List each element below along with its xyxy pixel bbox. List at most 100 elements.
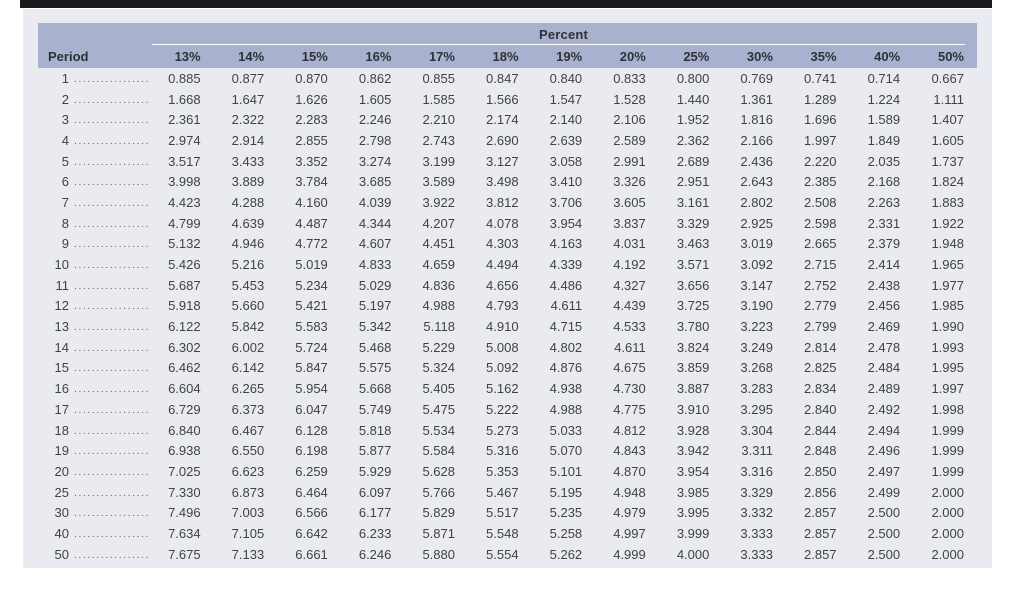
value-cell: 2.825 bbox=[804, 360, 837, 376]
value-cell: 1.999 bbox=[931, 463, 964, 479]
value-cell: 4.793 bbox=[486, 298, 519, 314]
leader-dots: ................. bbox=[74, 197, 151, 209]
value-cell: 5.421 bbox=[295, 298, 328, 314]
leader-dots: ................. bbox=[74, 156, 151, 168]
rate-header-row: Period 13% 14% 15% 16% 17% 18% 19% 20% 25% 30% 35%… bbox=[38, 45, 977, 68]
value-cell: 6.302 bbox=[168, 339, 201, 355]
value-cell: 3.268 bbox=[740, 360, 773, 376]
value-cell: 0.855 bbox=[422, 70, 455, 86]
rate-column-header: 35% bbox=[785, 45, 850, 68]
leader-dots: ................. bbox=[74, 508, 151, 520]
period-number: 11 bbox=[55, 277, 70, 293]
value-cell: 5.534 bbox=[422, 422, 455, 438]
value-cell: 3.517 bbox=[168, 153, 201, 169]
value-cell: 2.974 bbox=[168, 132, 201, 148]
value-cell: 2.497 bbox=[867, 463, 901, 479]
value-cell: 1.566 bbox=[486, 91, 519, 107]
value-cell: 3.605 bbox=[613, 194, 646, 210]
value-cell: 4.988 bbox=[422, 298, 455, 314]
value-cell: 5.197 bbox=[358, 298, 392, 314]
value-cell: 4.339 bbox=[549, 257, 583, 273]
value-cell: 5.766 bbox=[422, 484, 455, 500]
period-number: 20 bbox=[54, 463, 69, 479]
value-cell: 5.584 bbox=[422, 443, 455, 459]
value-cell: 5.101 bbox=[549, 463, 583, 479]
value-cell: 3.780 bbox=[676, 319, 710, 335]
value-cell: 6.198 bbox=[295, 443, 328, 459]
value-cell: 6.566 bbox=[295, 505, 328, 521]
value-cell: 4.870 bbox=[613, 463, 646, 479]
value-cell: 2.174 bbox=[486, 112, 519, 128]
period-cell: 40................. bbox=[38, 523, 150, 544]
value-cell: 2.478 bbox=[867, 339, 901, 355]
value-cell: 3.999 bbox=[676, 525, 710, 541]
period-cell: 1................. bbox=[38, 68, 150, 89]
value-cell: 2.000 bbox=[931, 546, 964, 562]
value-cell: 3.463 bbox=[676, 236, 710, 252]
corner-cell bbox=[38, 23, 151, 45]
table-row: 15................. 6.462 6.142 5.847 5.575 5… bbox=[38, 358, 977, 379]
table-panel: Percent Period 13% 14% 15% 16% 17% 18% 19% 20% 2… bbox=[23, 9, 992, 568]
rate-column-header: 40% bbox=[849, 45, 914, 68]
value-cell: 1.224 bbox=[867, 91, 901, 107]
value-cell: 1.440 bbox=[676, 91, 710, 107]
leader-dots: ................. bbox=[74, 301, 151, 313]
value-cell: 2.752 bbox=[804, 277, 837, 293]
period-number: 17 bbox=[54, 401, 69, 417]
value-cell: 6.047 bbox=[295, 401, 328, 417]
value-cell: 2.000 bbox=[931, 505, 964, 521]
value-cell: 2.779 bbox=[804, 298, 837, 314]
value-cell: 1.816 bbox=[740, 112, 773, 128]
value-cell: 1.948 bbox=[931, 236, 964, 252]
value-cell: 6.265 bbox=[231, 381, 265, 397]
rate-column-header: 30% bbox=[722, 45, 786, 68]
table-row: 12................. 5.918 5.660 5.421 5.197 4… bbox=[38, 296, 977, 317]
rate-column-header: 50% bbox=[913, 45, 977, 68]
value-cell: 2.263 bbox=[867, 194, 901, 210]
value-cell: 1.547 bbox=[549, 91, 583, 107]
period-number: 7 bbox=[61, 194, 69, 210]
value-cell: 5.273 bbox=[486, 422, 519, 438]
value-cell: 0.741 bbox=[804, 70, 837, 86]
period-cell: 30................. bbox=[38, 502, 150, 523]
value-cell: 2.489 bbox=[867, 381, 901, 397]
value-cell: 2.991 bbox=[613, 153, 646, 169]
value-cell: 2.856 bbox=[804, 484, 837, 500]
present-value-annuity-table: Percent Period 13% 14% 15% 16% 17% 18% 19% 20% 2… bbox=[38, 23, 977, 565]
value-cell: 2.508 bbox=[804, 194, 837, 210]
value-cell: 2.414 bbox=[867, 257, 901, 273]
leader-dots: ................. bbox=[74, 94, 151, 106]
value-cell: 4.031 bbox=[613, 236, 646, 252]
value-cell: 4.607 bbox=[358, 236, 392, 252]
period-number: 9 bbox=[61, 236, 69, 252]
value-cell: 5.749 bbox=[358, 401, 392, 417]
period-cell: 5................. bbox=[38, 151, 150, 172]
period-number: 2 bbox=[61, 91, 69, 107]
value-cell: 2.469 bbox=[867, 319, 901, 335]
value-cell: 2.844 bbox=[804, 422, 837, 438]
value-cell: 6.233 bbox=[358, 525, 392, 541]
value-cell: 4.910 bbox=[486, 319, 519, 335]
value-cell: 6.467 bbox=[231, 422, 265, 438]
value-cell: 1.605 bbox=[931, 132, 964, 148]
value-cell: 1.696 bbox=[804, 112, 837, 128]
value-cell: 5.132 bbox=[168, 236, 201, 252]
value-cell: 5.235 bbox=[549, 505, 583, 521]
value-cell: 4.494 bbox=[486, 257, 519, 273]
value-cell: 3.326 bbox=[613, 174, 646, 190]
table-row: 25................. 7.330 6.873 6.464 6.097 5… bbox=[38, 482, 977, 503]
value-cell: 2.689 bbox=[676, 153, 710, 169]
value-cell: 6.002 bbox=[231, 339, 265, 355]
value-cell: 1.824 bbox=[931, 174, 964, 190]
value-cell: 5.033 bbox=[549, 422, 583, 438]
value-cell: 4.451 bbox=[422, 236, 455, 252]
value-cell: 6.464 bbox=[295, 484, 328, 500]
value-cell: 1.626 bbox=[295, 91, 328, 107]
value-cell: 5.118 bbox=[423, 319, 455, 335]
value-cell: 4.611 bbox=[614, 339, 646, 355]
value-cell: 1.605 bbox=[358, 91, 392, 107]
rate-column-header: 25% bbox=[658, 45, 723, 68]
leader-dots: ................. bbox=[74, 218, 151, 230]
leader-dots: ................. bbox=[74, 549, 151, 561]
value-cell: 5.829 bbox=[422, 505, 455, 521]
